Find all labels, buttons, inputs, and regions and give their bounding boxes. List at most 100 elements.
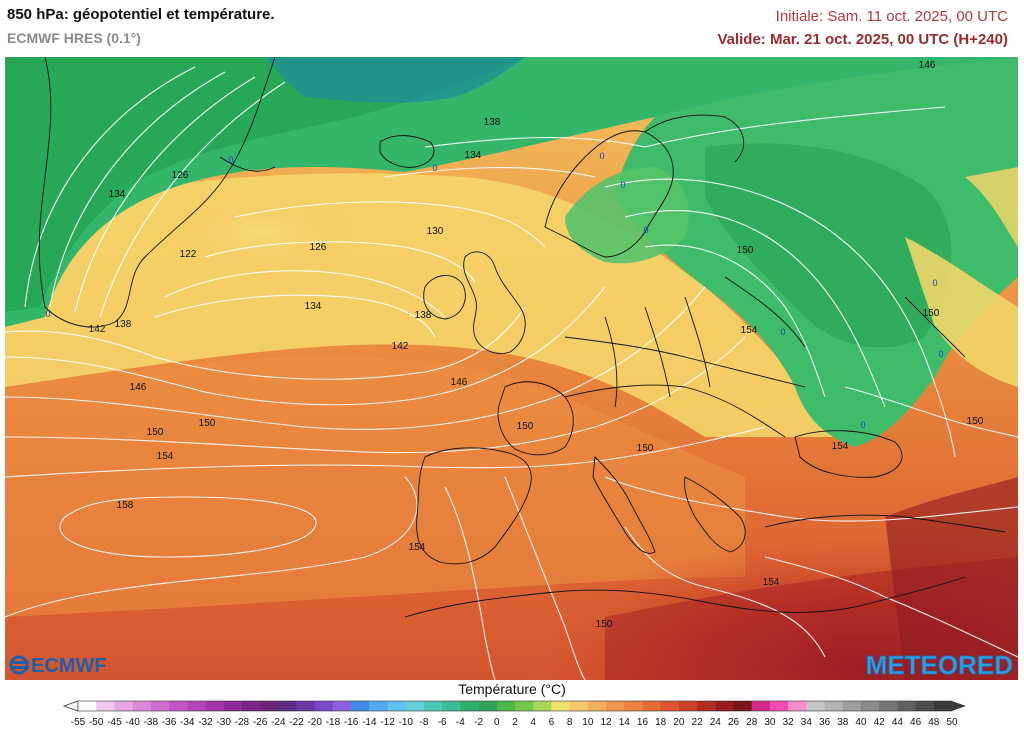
- freezing-line-label: 0: [780, 327, 785, 337]
- freezing-line-label: 0: [45, 309, 50, 319]
- freezing-line-label: 0: [860, 420, 865, 430]
- legend-tick-label: -30: [216, 717, 231, 728]
- legend-tick-label: -22: [289, 717, 304, 728]
- legend-tick-label: 36: [819, 717, 831, 728]
- svg-text:ECMWF: ECMWF: [31, 655, 107, 677]
- legend-tick-label: 46: [910, 717, 922, 728]
- contour-label: 154: [157, 451, 174, 462]
- legend-tick-label: 6: [549, 717, 555, 728]
- contour-label: 150: [596, 619, 613, 630]
- legend-tick-label: -20: [307, 717, 322, 728]
- legend-color-swatch: [788, 701, 807, 711]
- contour-label: 146: [451, 377, 468, 388]
- legend-tick-label: 34: [801, 717, 813, 728]
- legend-color-swatch: [169, 701, 188, 711]
- legend-tick-label: 20: [673, 717, 685, 728]
- legend-tick-label: 0: [494, 717, 500, 728]
- legend-color-swatch: [314, 701, 334, 711]
- legend-color-swatch: [496, 701, 516, 711]
- contour-label: 138: [415, 310, 432, 321]
- contour-label: 150: [967, 416, 984, 427]
- freezing-line-label: 0: [599, 151, 604, 161]
- legend-color-swatch: [296, 701, 316, 711]
- contour-label: 150: [517, 421, 534, 432]
- legend-tick-label: 32: [783, 717, 795, 728]
- weather-map[interactable]: 146 138 134 126 122 130 134 126 138 142 …: [5, 57, 1018, 680]
- legend-tick-label: -34: [180, 717, 195, 728]
- contour-label: 138: [484, 117, 501, 128]
- legend-color-swatch: [897, 701, 916, 711]
- legend-tick-label: 30: [764, 717, 776, 728]
- legend-tick-label: 24: [710, 717, 722, 728]
- legend-color-swatch: [624, 701, 643, 711]
- legend-color-swatch: [824, 701, 844, 711]
- legend-tick-label: 48: [928, 717, 940, 728]
- legend-color-swatch: [933, 701, 953, 711]
- legend-color-swatch: [606, 701, 625, 711]
- legend-tick-label: 28: [746, 717, 758, 728]
- legend-tick-label: -8: [420, 717, 429, 728]
- meteored-logo: METEORED: [865, 650, 1013, 680]
- contour-label: 150: [637, 443, 654, 454]
- legend-color-swatch: [733, 701, 753, 711]
- legend-color-swatch: [278, 701, 297, 711]
- legend-color-swatch: [879, 701, 898, 711]
- legend-tick-label: -16: [344, 717, 359, 728]
- legend-tick-label: 26: [728, 717, 740, 728]
- legend-tick-label: 44: [892, 717, 904, 728]
- legend-tick-label: -50: [89, 717, 104, 728]
- model-name: ECMWF HRES (0.1°): [7, 30, 141, 46]
- legend-tick-label: -40: [125, 717, 140, 728]
- legend-tick-label: 8: [567, 717, 573, 728]
- legend-color-swatch: [660, 701, 680, 711]
- ecmwf-logo: ECMWF: [9, 655, 107, 677]
- legend-color-swatch: [260, 701, 279, 711]
- contour-label: 134: [109, 189, 126, 200]
- legend-color-swatch: [478, 701, 498, 711]
- legend-tick-label: -14: [362, 717, 377, 728]
- legend-tick-label: 42: [874, 717, 886, 728]
- contour-label: 150: [147, 427, 164, 438]
- contour-label: 122: [180, 249, 197, 260]
- legend-color-swatch: [132, 701, 152, 711]
- legend-color-swatch: [569, 701, 589, 711]
- init-time: Initiale: Sam. 11 oct. 2025, 00 UTC: [775, 8, 1008, 25]
- contour-label: 146: [130, 382, 147, 393]
- legend-color-swatch: [78, 701, 97, 711]
- contour-label: 130: [427, 226, 444, 237]
- contour-label: 158: [117, 500, 134, 511]
- legend-color-swatch: [806, 701, 825, 711]
- freezing-line-label: 0: [228, 155, 233, 165]
- contour-label: 134: [305, 301, 322, 312]
- legend-tick-label: 18: [655, 717, 667, 728]
- contour-label: 126: [310, 242, 327, 253]
- legend-color-swatch: [369, 701, 388, 711]
- legend-color-swatch: [715, 701, 734, 711]
- temperature-legend: -55 -50 -45 -40 -38 -36 -34 -32 -30 -28 -26 -24 -22-…: [62, 700, 966, 728]
- freezing-line-label: 0: [643, 225, 648, 235]
- legend-color-swatch: [515, 701, 534, 711]
- legend-tick-label: -4: [456, 717, 465, 728]
- legend-color-swatch: [223, 701, 243, 711]
- legend-color-swatch: [533, 701, 552, 711]
- legend-color-swatch: [150, 701, 170, 711]
- legend-tick-label: -10: [399, 717, 414, 728]
- contour-label: 126: [172, 170, 189, 181]
- legend-color-swatch: [842, 701, 862, 711]
- legend-color-swatch: [860, 701, 880, 711]
- legend-color-swatch: [642, 701, 661, 711]
- legend-tick-label: 10: [582, 717, 594, 728]
- legend-tick-label: -36: [162, 717, 177, 728]
- contour-label: 146: [919, 60, 936, 71]
- freezing-line-label: 0: [432, 163, 437, 173]
- legend-color-swatch: [351, 701, 370, 711]
- contour-label: 138: [115, 319, 132, 330]
- legend-color-swatch: [769, 701, 789, 711]
- legend-color-swatch: [697, 701, 716, 711]
- legend-color-swatch: [678, 701, 698, 711]
- contour-label: 154: [741, 325, 758, 336]
- legend-color-swatch: [332, 701, 352, 711]
- legend-color-swatch: [187, 701, 206, 711]
- freezing-line-label: 0: [932, 278, 937, 288]
- legend-tick-label: -2: [474, 717, 483, 728]
